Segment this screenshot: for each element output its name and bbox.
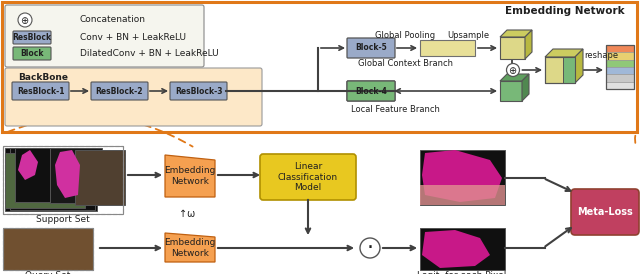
FancyBboxPatch shape [347, 81, 395, 101]
Bar [10, 148, 95, 210]
Text: Conv + BN + LeakReLU: Conv + BN + LeakReLU [80, 33, 186, 42]
Text: ResBlock-3: ResBlock-3 [175, 87, 222, 96]
FancyBboxPatch shape [13, 31, 51, 44]
Circle shape [506, 64, 520, 76]
Text: Block: Block [20, 49, 44, 58]
FancyBboxPatch shape [347, 38, 395, 58]
FancyBboxPatch shape [5, 68, 262, 126]
FancyBboxPatch shape [91, 82, 148, 100]
Bar [420, 185, 505, 205]
FancyBboxPatch shape [13, 47, 51, 60]
Bar [5, 153, 85, 208]
Polygon shape [522, 74, 529, 101]
FancyBboxPatch shape [5, 5, 204, 67]
Polygon shape [575, 49, 583, 83]
Text: ResBlock-2: ResBlock-2 [96, 87, 143, 96]
Bar [606, 74, 634, 82]
Bar [5, 148, 97, 211]
Polygon shape [500, 30, 532, 37]
Text: BackBone: BackBone [18, 73, 68, 81]
Text: ·: · [367, 238, 374, 258]
Bar [606, 52, 634, 60]
Text: Logit  for each Pixel: Logit for each Pixel [417, 272, 507, 274]
Polygon shape [525, 30, 532, 59]
Bar [563, 57, 575, 83]
Bar [500, 37, 525, 59]
Bar [75, 150, 125, 205]
Bar [545, 57, 575, 83]
Text: reshape: reshape [584, 52, 618, 61]
Circle shape [360, 238, 380, 258]
Polygon shape [422, 230, 490, 268]
Bar [420, 150, 505, 205]
Text: Upsample: Upsample [447, 32, 489, 41]
Text: Linear
Classification
Model: Linear Classification Model [278, 162, 338, 192]
Bar [50, 148, 102, 203]
Polygon shape [165, 155, 215, 197]
Text: Block-5: Block-5 [355, 44, 387, 53]
Bar [606, 45, 634, 52]
Polygon shape [500, 74, 529, 81]
Polygon shape [545, 49, 583, 57]
FancyBboxPatch shape [170, 82, 227, 100]
Bar [500, 81, 522, 101]
Polygon shape [55, 150, 80, 198]
FancyBboxPatch shape [347, 81, 395, 101]
Polygon shape [165, 233, 215, 262]
Bar [420, 40, 475, 56]
Circle shape [18, 13, 32, 27]
FancyBboxPatch shape [12, 82, 69, 100]
Bar [3, 228, 93, 270]
Polygon shape [18, 150, 38, 180]
Text: Global Context Branch: Global Context Branch [358, 59, 452, 67]
Text: Embedding
Network: Embedding Network [164, 238, 216, 258]
Bar [3, 228, 93, 270]
Bar [545, 57, 575, 83]
Text: DilatedConv + BN + LeakReLU: DilatedConv + BN + LeakReLU [80, 49, 219, 58]
Bar [3, 146, 123, 214]
Bar [420, 228, 505, 270]
Text: ResBlock-1: ResBlock-1 [17, 87, 64, 96]
Text: Meta-Loss: Meta-Loss [577, 207, 633, 217]
Bar [606, 60, 634, 67]
Text: Query Set: Query Set [26, 270, 70, 274]
Text: ↑ω: ↑ω [179, 209, 195, 219]
Text: $\oplus$: $\oplus$ [20, 15, 29, 25]
Text: Block-4: Block-4 [355, 87, 387, 96]
FancyBboxPatch shape [571, 189, 639, 235]
Bar [606, 45, 634, 89]
Text: Local Feature Branch: Local Feature Branch [351, 104, 440, 113]
Bar [3, 146, 123, 214]
Text: $\oplus$: $\oplus$ [508, 64, 518, 76]
Text: Embedding Network: Embedding Network [505, 6, 625, 16]
FancyBboxPatch shape [260, 154, 356, 200]
Polygon shape [422, 150, 502, 202]
Bar [606, 82, 634, 89]
Text: Embedding
Network: Embedding Network [164, 166, 216, 186]
Text: ResBlock: ResBlock [12, 33, 52, 42]
Bar [15, 148, 93, 202]
Text: Concatenation: Concatenation [80, 16, 146, 24]
Text: Global Pooling: Global Pooling [375, 32, 435, 41]
Bar [606, 67, 634, 74]
Text: Support Set: Support Set [36, 215, 90, 224]
Bar [2, 2, 637, 132]
